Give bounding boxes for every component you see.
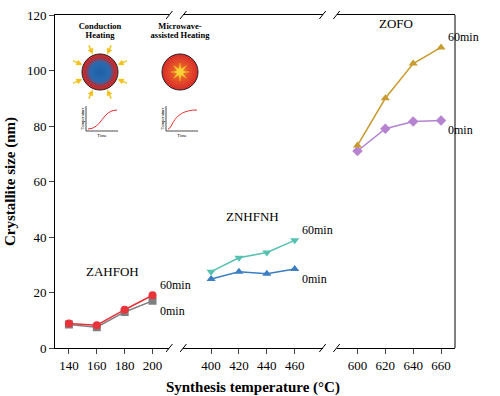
svg-text:Conduction: Conduction: [78, 21, 122, 31]
svg-text:Heating: Heating: [86, 30, 116, 40]
svg-text:assisted Heating: assisted Heating: [151, 30, 211, 40]
svg-text:620: 620: [376, 358, 396, 373]
svg-text:Crystallite size (nm): Crystallite size (nm): [2, 117, 19, 246]
svg-text:420: 420: [229, 358, 249, 373]
svg-text:ZNHFNH: ZNHFNH: [226, 209, 279, 224]
svg-text:Time: Time: [177, 133, 186, 138]
svg-text:180: 180: [115, 358, 135, 373]
svg-text:Microwave-: Microwave-: [158, 21, 202, 31]
svg-text:120: 120: [27, 8, 47, 23]
svg-text:460: 460: [285, 358, 305, 373]
svg-text:440: 440: [257, 358, 277, 373]
svg-text:200: 200: [143, 358, 163, 373]
svg-text:20: 20: [33, 285, 46, 300]
svg-text:640: 640: [403, 358, 423, 373]
svg-text:600: 600: [348, 358, 368, 373]
svg-text:60min: 60min: [160, 278, 191, 292]
svg-text:660: 660: [431, 358, 451, 373]
svg-text:Time: Time: [97, 133, 106, 138]
svg-text:0min: 0min: [302, 272, 327, 286]
svg-text:400: 400: [201, 358, 221, 373]
svg-text:ZOFO: ZOFO: [379, 16, 413, 31]
svg-text:Temperature: Temperature: [160, 107, 165, 130]
svg-text:Synthesis temperature (°C): Synthesis temperature (°C): [166, 379, 340, 396]
svg-text:60min: 60min: [448, 30, 479, 44]
svg-text:60: 60: [33, 174, 46, 189]
svg-text:100: 100: [27, 63, 47, 78]
svg-text:ZAHFOH: ZAHFOH: [86, 264, 139, 279]
svg-text:0: 0: [40, 341, 47, 356]
svg-text:60min: 60min: [302, 223, 333, 237]
svg-text:Temperature: Temperature: [80, 107, 85, 130]
svg-text:40: 40: [33, 230, 46, 245]
svg-text:0min: 0min: [160, 304, 185, 318]
svg-text:140: 140: [59, 358, 79, 373]
svg-text:0min: 0min: [448, 123, 473, 137]
svg-text:80: 80: [33, 119, 46, 134]
svg-text:160: 160: [87, 358, 107, 373]
